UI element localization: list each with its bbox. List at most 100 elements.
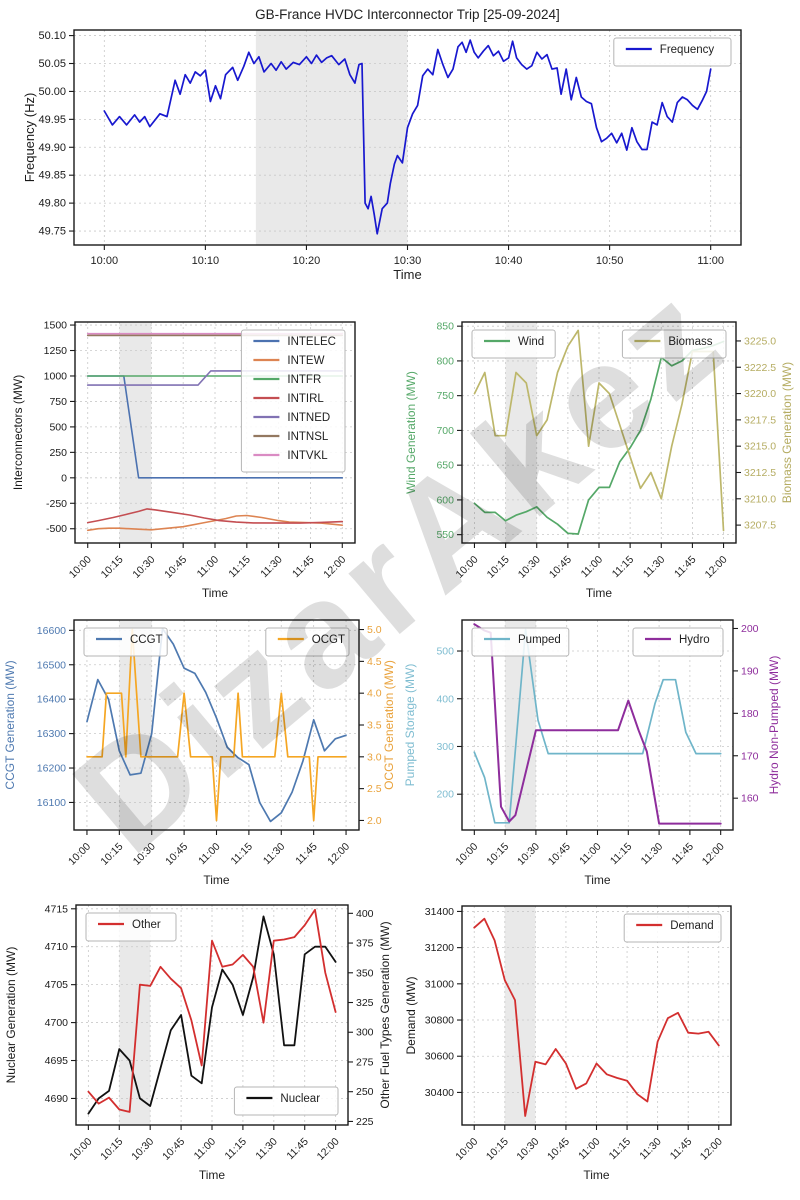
series-ccgt bbox=[86, 627, 347, 823]
y-tick-label-left: 4710 bbox=[45, 941, 69, 953]
legend-label: OCGT bbox=[312, 634, 345, 646]
y-tick-label-left: 1000 bbox=[44, 370, 68, 382]
y-tick-label-right: 300 bbox=[356, 1027, 374, 1039]
y-tick-label-left: 49.85 bbox=[38, 170, 66, 182]
wind-biomass-plot: 10:00 10:15 10:30 10:45 11:00 11:15 11:30 11:45… bbox=[404, 321, 794, 600]
demand-plot: 10:00 10:15 10:30 10:45 11:00 11:15 11:30 11:45… bbox=[404, 905, 732, 1182]
chart-pumped-hydro: 10:00 10:15 10:30 10:45 11:00 11:15 11:30 11:45… bbox=[400, 600, 800, 893]
series-intirl bbox=[86, 508, 344, 524]
ccgt-ocgt-plot: 10:00 10:15 10:30 10:45 11:00 11:15 11:30 11:45… bbox=[3, 619, 396, 887]
x-tick-label: 12:00 bbox=[315, 1136, 342, 1163]
y-tick-label-left: 16300 bbox=[37, 728, 66, 740]
event-shade-region bbox=[119, 322, 152, 543]
y-tick-label-left: 16200 bbox=[37, 763, 66, 775]
x-tick-label: 11:30 bbox=[261, 841, 288, 868]
y-tick-label-left: 16100 bbox=[37, 797, 66, 809]
y-tick-label-right: 4.0 bbox=[367, 688, 382, 700]
series-nuclear bbox=[87, 915, 337, 1115]
legend-label: INTNSL bbox=[287, 431, 329, 443]
y-tick-label-left: 4700 bbox=[45, 1017, 69, 1029]
tick-marks bbox=[457, 627, 738, 835]
y-tick-label-right: 275 bbox=[356, 1056, 374, 1068]
x-tick-label: 10:00 bbox=[66, 841, 93, 868]
x-tick-label: 10:15 bbox=[98, 841, 125, 868]
y-axis-label-left: Demand (MW) bbox=[404, 976, 418, 1054]
event-shade-region bbox=[505, 322, 537, 543]
legend-label: INTNED bbox=[287, 412, 330, 424]
legend-label: INTELEC bbox=[287, 336, 336, 348]
legend-label: Nuclear bbox=[280, 1093, 320, 1105]
x-tick-label: 11:15 bbox=[608, 841, 635, 868]
x-tick-label: 10:15 bbox=[485, 554, 512, 581]
y-tick-label-right: 3212.5 bbox=[744, 467, 776, 479]
x-axis-label: Time bbox=[203, 873, 230, 887]
x-axis-label: Time bbox=[584, 873, 611, 887]
x-tick-label: 11:45 bbox=[290, 554, 317, 581]
legend: Frequency bbox=[613, 37, 732, 67]
legend: Hydro bbox=[632, 627, 724, 657]
event-shade-region bbox=[119, 905, 151, 1125]
tick-marks bbox=[69, 35, 712, 250]
y-tick-label-left: 4690 bbox=[45, 1093, 69, 1105]
y-tick-label-right: 180 bbox=[741, 708, 759, 720]
y-tick-label-left: 4705 bbox=[45, 979, 69, 991]
y-tick-label-left: 4715 bbox=[45, 903, 69, 915]
x-tick-label: 11:15 bbox=[228, 841, 255, 868]
y-axis-label-right: OCGT Generation (MW) bbox=[382, 660, 396, 790]
legend: INTELEC INTEW INTFR INTIRL INTNED INTNSL INTVK… bbox=[240, 329, 346, 473]
y-tick-label-left: -500 bbox=[46, 523, 67, 535]
tick-marks bbox=[70, 324, 343, 548]
x-tick-label: 10:00 bbox=[453, 841, 480, 868]
x-tick-label: 12:00 bbox=[321, 554, 348, 581]
y-tick-label-left: 800 bbox=[436, 355, 454, 367]
x-tick-label: 10:40 bbox=[495, 255, 523, 267]
y-tick-label-right: 3215.0 bbox=[744, 441, 776, 453]
x-tick-label: 11:45 bbox=[668, 1136, 695, 1163]
legend: Wind bbox=[471, 329, 556, 359]
x-axis-label: Time bbox=[393, 267, 421, 282]
x-tick-label: 12:00 bbox=[700, 841, 727, 868]
y-tick-label-right: 2.0 bbox=[367, 815, 382, 827]
x-tick-label: 11:30 bbox=[258, 554, 285, 581]
series-other bbox=[87, 908, 337, 1113]
legend: Demand bbox=[623, 913, 722, 943]
y-tick-label-left: 50.10 bbox=[38, 30, 66, 42]
y-tick-label-left: -250 bbox=[46, 498, 67, 510]
y-tick-label-left: 31000 bbox=[425, 978, 454, 990]
x-axis-label: Time bbox=[199, 1168, 226, 1182]
y-tick-label-left: 30800 bbox=[425, 1015, 454, 1027]
legend: CCGT bbox=[83, 627, 168, 657]
x-tick-label: 11:15 bbox=[223, 1136, 250, 1163]
y-tick-label-right: 2.5 bbox=[367, 783, 382, 795]
x-tick-label: 11:30 bbox=[253, 1136, 280, 1163]
y-tick-label-left: 550 bbox=[436, 529, 454, 541]
x-tick-label: 11:30 bbox=[641, 554, 668, 581]
x-tick-label: 10:15 bbox=[484, 841, 511, 868]
x-tick-label: 11:45 bbox=[672, 554, 699, 581]
x-tick-label: 11:00 bbox=[195, 554, 222, 581]
y-tick-label-right: 5.0 bbox=[367, 624, 382, 636]
x-tick-label: 10:45 bbox=[546, 841, 573, 868]
y-axis-label-right: Hydro Non-Pumped (MW) bbox=[767, 656, 781, 795]
series-demand bbox=[473, 917, 720, 1117]
y-tick-label-left: 49.80 bbox=[38, 198, 66, 210]
y-tick-label-left: 50.00 bbox=[38, 86, 66, 98]
legend-label: Demand bbox=[670, 920, 713, 932]
y-tick-label-right: 4.5 bbox=[367, 656, 382, 668]
y-tick-label-right: 400 bbox=[356, 908, 374, 920]
y-tick-label-left: 1500 bbox=[44, 320, 68, 332]
y-tick-label-left: 30400 bbox=[425, 1087, 454, 1099]
y-tick-label-left: 750 bbox=[49, 396, 67, 408]
x-tick-label: 10:00 bbox=[91, 255, 119, 267]
y-tick-label-left: 400 bbox=[436, 693, 454, 705]
x-tick-label: 10:00 bbox=[453, 1136, 480, 1163]
series-group bbox=[473, 917, 720, 1117]
event-shade-region bbox=[504, 906, 536, 1125]
y-tick-label-left: 700 bbox=[436, 425, 454, 437]
x-tick-label: 11:00 bbox=[196, 841, 223, 868]
x-tick-label: 11:45 bbox=[669, 841, 696, 868]
legend-label: CCGT bbox=[130, 634, 163, 646]
y-axis-label-left: Interconnectors (MW) bbox=[11, 375, 25, 490]
nuclear-other-plot: 10:00 10:15 10:30 10:45 11:00 11:15 11:30 11:45… bbox=[4, 903, 392, 1182]
y-tick-label-left: 30600 bbox=[425, 1051, 454, 1063]
